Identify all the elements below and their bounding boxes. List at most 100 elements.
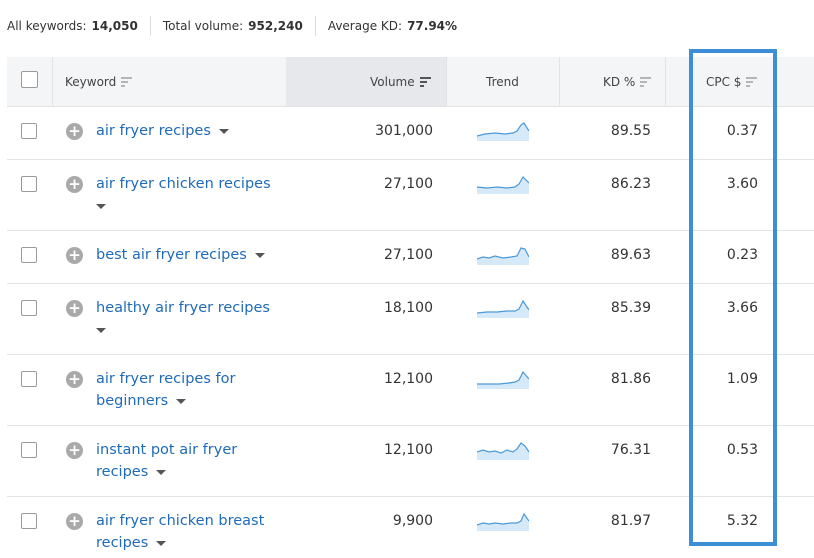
- volume-value: 12,100: [384, 442, 433, 458]
- cpc-value: 5.32: [726, 513, 758, 529]
- summary-divider: [314, 16, 316, 36]
- keyword-text: instant pot air fryer: [96, 442, 238, 458]
- keyword-link[interactable]: instant pot air fryer recipes: [96, 439, 286, 483]
- keyword-text: air fryer chicken breast: [96, 513, 265, 529]
- volume-value: 27,100: [384, 176, 433, 192]
- row-checkbox[interactable]: [21, 513, 37, 529]
- table-row: + air fryer recipes for beginners 12,100 …: [7, 355, 814, 426]
- keyword-link[interactable]: air fryer chicken breast recipes: [96, 510, 286, 554]
- dropdown-caret-icon[interactable]: [156, 540, 167, 546]
- trend-column-header: Trend: [486, 57, 519, 106]
- dropdown-caret-icon[interactable]: [156, 469, 167, 475]
- keyword-link[interactable]: best air fryer recipes: [96, 244, 286, 266]
- keyword-text: best air fryer recipes: [96, 247, 247, 263]
- add-keyword-icon[interactable]: +: [66, 247, 83, 264]
- cpc-value: 0.53: [726, 442, 758, 458]
- trend-sparkline: [477, 247, 529, 265]
- row-checkbox[interactable]: [21, 442, 37, 458]
- keyword-text-line2: recipes: [96, 464, 149, 480]
- average-kd-label: Average KD:: [327, 19, 403, 33]
- keyword-text: air fryer recipes for: [96, 371, 236, 387]
- dropdown-caret-icon[interactable]: [96, 327, 106, 333]
- trend-sparkline: [477, 176, 529, 194]
- dropdown-caret-icon[interactable]: [176, 398, 187, 404]
- cpc-value: 3.66: [726, 300, 758, 316]
- column-divider: [52, 57, 53, 106]
- keyword-text-line2: recipes: [96, 535, 149, 551]
- all-keywords-label: All keywords:: [7, 19, 87, 33]
- total-volume-value: 952,240: [248, 19, 303, 33]
- volume-value: 301,000: [375, 123, 433, 139]
- kd-column-header[interactable]: KD %: [603, 57, 652, 106]
- sort-icon[interactable]: [746, 76, 758, 87]
- sort-descending-icon[interactable]: [419, 76, 431, 87]
- volume-value: 27,100: [384, 247, 433, 263]
- dropdown-caret-icon[interactable]: [96, 203, 106, 209]
- keyword-column-label: Keyword: [65, 74, 117, 89]
- sort-icon[interactable]: [121, 76, 133, 87]
- add-keyword-icon[interactable]: +: [66, 371, 83, 388]
- cpc-value: 0.37: [726, 123, 758, 139]
- keyword-link[interactable]: healthy air fryer recipes: [96, 297, 286, 341]
- trend-column-label: Trend: [486, 74, 519, 89]
- table-row: + instant pot air fryer recipes 12,100 76…: [7, 426, 814, 497]
- kd-column-label: KD %: [603, 74, 636, 89]
- keyword-link[interactable]: air fryer chicken recipes: [96, 173, 286, 217]
- keyword-column-header[interactable]: Keyword: [65, 57, 133, 106]
- row-checkbox[interactable]: [21, 300, 37, 316]
- column-divider: [559, 57, 560, 106]
- all-keywords-stat: All keywords: 14,050: [7, 19, 138, 33]
- keyword-text: air fryer recipes: [96, 123, 211, 139]
- row-checkbox[interactable]: [21, 176, 37, 192]
- kd-value: 81.86: [610, 371, 651, 387]
- trend-sparkline: [477, 512, 529, 531]
- trend-sparkline: [477, 442, 529, 460]
- total-volume-label: Total volume:: [162, 19, 244, 33]
- table-row: + air fryer chicken recipes 27,100 86.23…: [7, 160, 814, 231]
- keyword-link[interactable]: air fryer recipes: [96, 120, 286, 142]
- volume-value: 18,100: [384, 300, 433, 316]
- total-volume-stat: Total volume: 952,240: [163, 19, 303, 33]
- cpc-column-header[interactable]: CPC $: [706, 57, 758, 106]
- row-checkbox[interactable]: [21, 123, 37, 139]
- add-keyword-icon[interactable]: +: [66, 123, 83, 140]
- kd-value: 76.31: [610, 442, 651, 458]
- cpc-column-label: CPC $: [706, 74, 742, 89]
- volume-column-header[interactable]: Volume: [370, 57, 431, 106]
- kd-value: 89.55: [610, 123, 651, 139]
- dropdown-caret-icon[interactable]: [254, 252, 265, 258]
- dropdown-caret-icon[interactable]: [218, 128, 229, 134]
- column-divider: [665, 57, 666, 106]
- sort-icon[interactable]: [640, 76, 652, 87]
- trend-sparkline: [477, 299, 529, 318]
- volume-column-sorted-bg: [286, 57, 446, 106]
- table-row: + air fryer chicken breast recipes 9,900 …: [7, 497, 814, 558]
- table-row: + best air fryer recipes 27,100 89.63 0.…: [7, 231, 814, 284]
- add-keyword-icon[interactable]: +: [66, 442, 83, 459]
- kd-value: 85.39: [610, 300, 651, 316]
- keyword-text-line2: beginners: [96, 393, 169, 409]
- table-header: Keyword Volume Trend KD % CPC $: [7, 57, 814, 107]
- average-kd-stat: Average KD: 77.94%: [328, 19, 457, 33]
- cpc-value: 0.23: [726, 247, 758, 263]
- cpc-value: 1.09: [726, 371, 758, 387]
- table-row: + air fryer recipes 301,000 89.55 0.37: [7, 107, 814, 160]
- add-keyword-icon[interactable]: +: [66, 300, 83, 317]
- keyword-text: healthy air fryer recipes: [96, 300, 270, 316]
- volume-value: 12,100: [384, 371, 433, 387]
- cpc-value: 3.60: [726, 176, 758, 192]
- summary-divider: [149, 16, 151, 36]
- add-keyword-icon[interactable]: +: [66, 513, 83, 530]
- select-all-checkbox[interactable]: [21, 71, 38, 88]
- row-checkbox[interactable]: [21, 371, 37, 387]
- volume-value: 9,900: [392, 513, 433, 529]
- trend-sparkline: [477, 370, 529, 389]
- kd-value: 89.63: [610, 247, 651, 263]
- add-keyword-icon[interactable]: +: [66, 176, 83, 193]
- all-keywords-value: 14,050: [91, 19, 138, 33]
- keyword-text: air fryer chicken recipes: [96, 176, 271, 192]
- kd-value: 86.23: [610, 176, 651, 192]
- trend-sparkline: [477, 122, 529, 141]
- keyword-link[interactable]: air fryer recipes for beginners: [96, 368, 286, 412]
- row-checkbox[interactable]: [21, 247, 37, 263]
